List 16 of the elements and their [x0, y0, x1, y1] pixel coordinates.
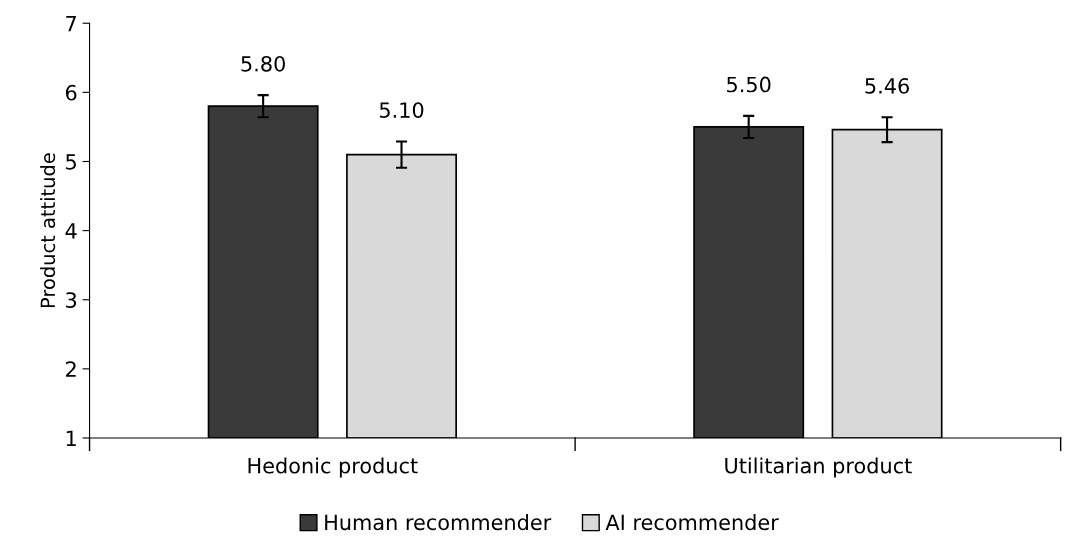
- data-label: 5.46: [865, 78, 909, 94]
- legend-label: AI recommender: [605, 514, 779, 531]
- y-tick-label: 2: [66, 361, 76, 377]
- y-tick-label: 3: [66, 292, 77, 308]
- y-tick-label: 5: [66, 154, 76, 170]
- data-label: 5.10: [379, 102, 424, 118]
- y-tick-label: 6: [65, 84, 77, 101]
- data-label: 5.50: [727, 76, 771, 93]
- y-tick-label: 1: [66, 430, 76, 446]
- x-tick-label: Utilitarian product: [725, 457, 912, 478]
- y-tick-label: 7: [66, 15, 76, 32]
- y-axis-title: Product attitude: [40, 153, 56, 308]
- legend-label: Human recommender: [325, 514, 552, 531]
- x-tick-label: Hedonic product: [248, 457, 418, 478]
- y-tick-label: 4: [65, 223, 77, 239]
- data-label: 5.80: [241, 55, 285, 72]
